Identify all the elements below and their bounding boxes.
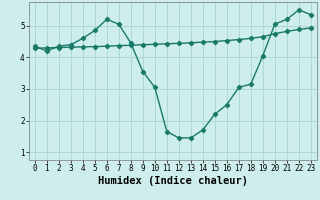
X-axis label: Humidex (Indice chaleur): Humidex (Indice chaleur)	[98, 176, 248, 186]
